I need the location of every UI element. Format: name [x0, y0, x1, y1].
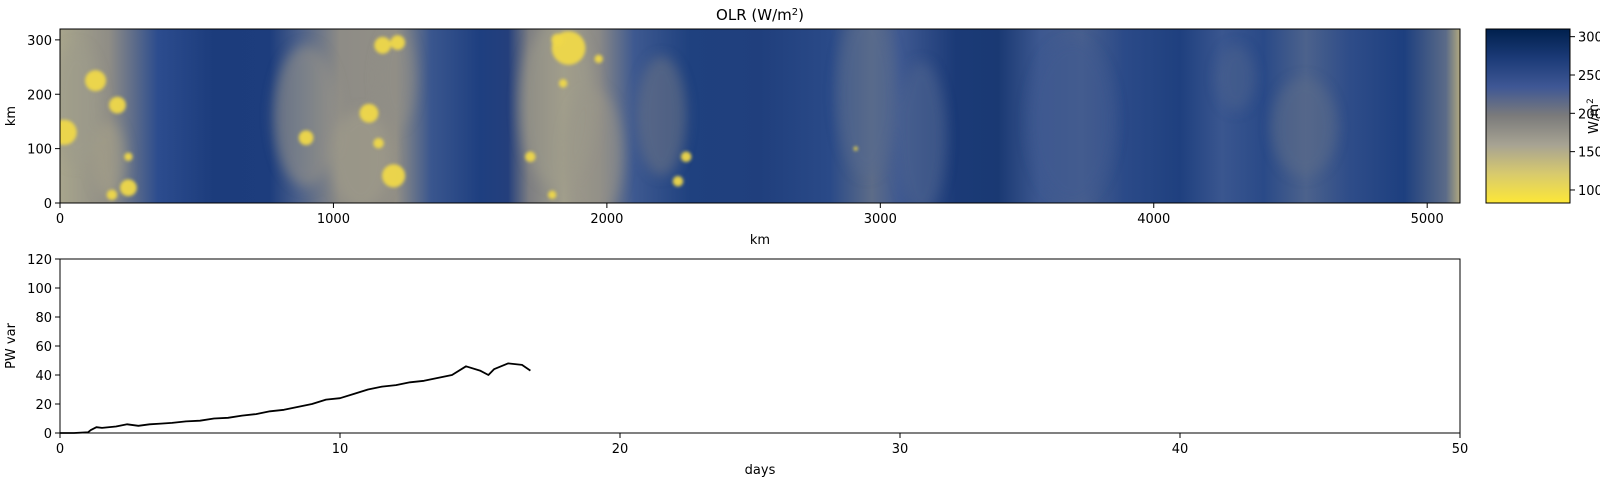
- colorbar-frame: [1485, 28, 1571, 204]
- heatmap-haze-patch: [636, 56, 687, 176]
- y-tick-label: 0: [44, 427, 52, 442]
- convective-cell: [124, 152, 133, 161]
- colorbar-tick-label: 150: [1578, 146, 1600, 161]
- convective-cell: [390, 35, 406, 50]
- heatmap-haze-patch: [1027, 39, 1116, 203]
- heatmap-x-label: km: [750, 233, 770, 248]
- y-tick-label: 200: [27, 88, 52, 103]
- heatmap-haze-patch: [60, 45, 102, 165]
- colorbar-tick-label: 300: [1578, 31, 1600, 46]
- x-tick-label: 20: [612, 442, 629, 457]
- convective-cell: [594, 54, 603, 64]
- heatmap-haze: [60, 29, 1337, 203]
- y-tick-label: 100: [27, 282, 52, 297]
- heatmap-y-label: km: [4, 106, 19, 126]
- convective-cell: [525, 151, 536, 163]
- x-tick-label: 40: [1172, 442, 1189, 457]
- heatmap-haze-patch: [92, 121, 126, 198]
- heatmap-haze-patch: [836, 29, 897, 176]
- x-tick-label: 50: [1452, 442, 1469, 457]
- colorbar-tick-label: 250: [1578, 69, 1600, 84]
- line-x-axis: 0 10 20 30 40 50: [56, 433, 1468, 457]
- heatmap-field: [60, 29, 1460, 203]
- convective-cell: [680, 151, 692, 163]
- line-plot-frame: [59, 258, 1461, 434]
- heatmap-haze-patch: [273, 45, 339, 187]
- heatmap-y-axis: 0 100 200 300: [27, 34, 60, 212]
- x-tick-label: 1000: [317, 212, 350, 227]
- colorbar-tick-label: 200: [1578, 107, 1600, 122]
- x-tick-label: 30: [892, 442, 909, 457]
- colorbar: [1486, 29, 1570, 203]
- convective-cell: [298, 130, 314, 146]
- line-x-label: days: [745, 463, 776, 478]
- line-plot-area: [60, 362, 531, 434]
- heatmap-haze-patch: [563, 88, 624, 203]
- x-tick-label: 2000: [590, 212, 623, 227]
- line-y-axis: 0 20 40 60 80 100 120: [27, 253, 60, 442]
- convective-cell: [359, 103, 379, 123]
- heatmap-frame: [59, 28, 1461, 204]
- y-tick-label: 40: [35, 369, 52, 384]
- y-tick-label: 300: [27, 34, 52, 49]
- y-tick-label: 120: [27, 253, 52, 268]
- heatmap-haze-patch: [377, 29, 416, 127]
- convective-cell: [558, 79, 568, 88]
- y-tick-label: 20: [35, 398, 52, 413]
- convective-cell: [85, 70, 107, 92]
- heatmap-title: OLR (W/m2): [716, 6, 804, 24]
- colorbar-label: W/m2: [1586, 98, 1600, 134]
- heatmap-haze-patch: [1271, 77, 1337, 176]
- convective-cell: [373, 137, 384, 149]
- heatmap-haze-patch: [1216, 45, 1255, 111]
- convective-cell: [551, 33, 564, 47]
- heatmap-cells: [60, 31, 858, 201]
- colorbar-tick-label: 100: [1578, 184, 1600, 199]
- convective-cell: [109, 96, 126, 114]
- line-y-label: PW var: [4, 322, 19, 368]
- y-tick-label: 80: [35, 311, 52, 326]
- pw-var-line: [60, 362, 531, 434]
- y-tick-label: 0: [44, 197, 52, 212]
- heatmap-haze-patch: [330, 110, 391, 203]
- heatmap-x-axis: 0 1000 2000 3000 4000 5000: [56, 203, 1444, 227]
- convective-cell: [382, 164, 406, 188]
- y-tick-label: 60: [35, 340, 52, 355]
- colorbar-axis: 100 150 200 250 300: [1570, 31, 1600, 199]
- convective-cell: [547, 190, 557, 200]
- x-tick-label: 5000: [1411, 212, 1444, 227]
- convective-cell: [853, 146, 858, 151]
- x-tick-label: 0: [56, 442, 64, 457]
- x-tick-label: 4000: [1137, 212, 1170, 227]
- heatmap-haze-patch: [896, 61, 946, 203]
- convective-cell: [672, 176, 684, 187]
- convective-cell: [374, 36, 392, 54]
- heatmap-area: [60, 29, 1460, 203]
- x-tick-label: 3000: [864, 212, 897, 227]
- convective-cell: [106, 189, 118, 201]
- x-tick-label: 10: [332, 442, 349, 457]
- x-tick-label: 0: [56, 212, 64, 227]
- y-tick-label: 100: [27, 143, 52, 158]
- convective-cell: [119, 179, 137, 197]
- convective-cell: [60, 119, 77, 145]
